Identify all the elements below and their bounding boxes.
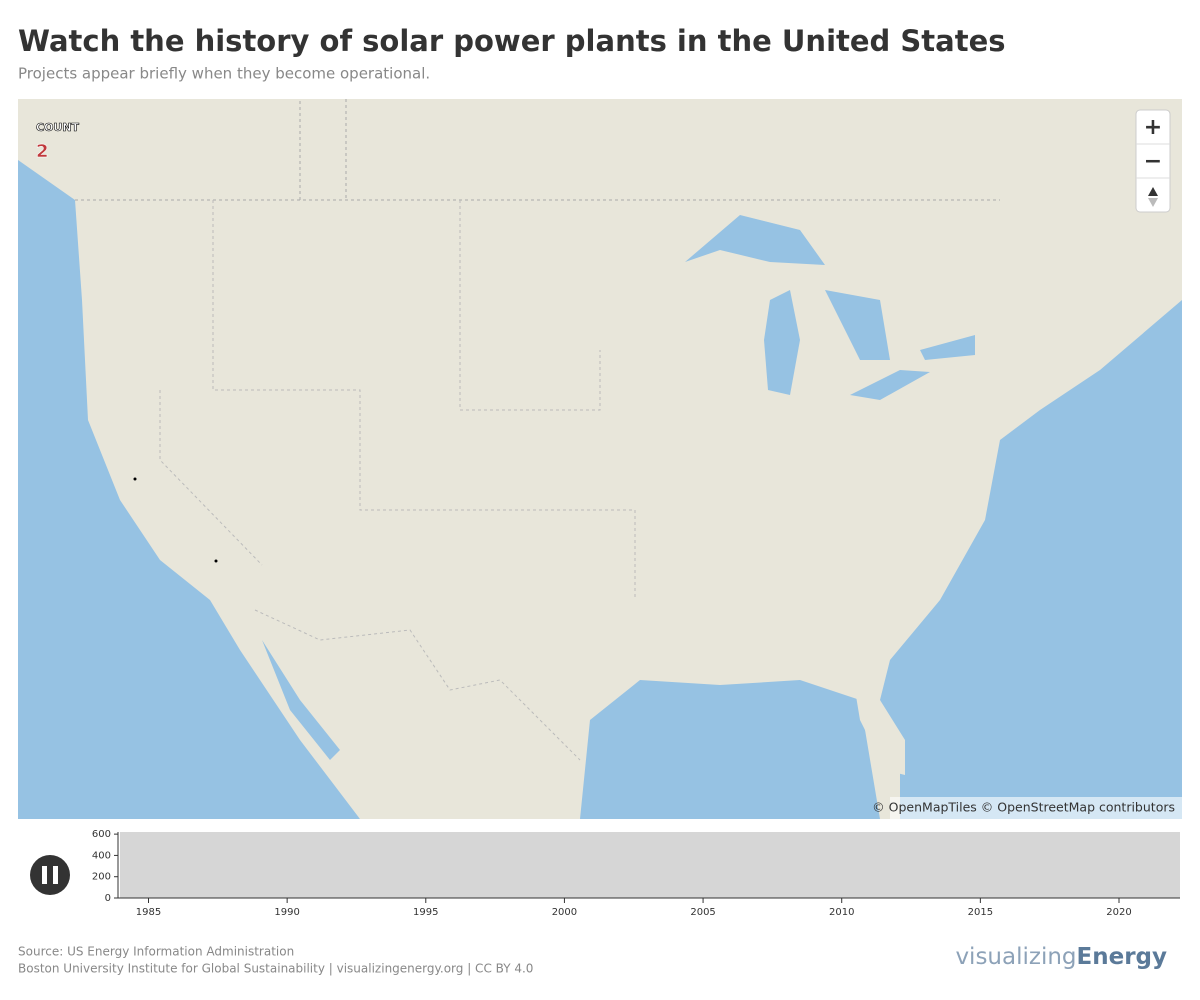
timeline: 0 200 400 600 1985 1990 1995 2000 2005 2010 2015 20… (30, 829, 1180, 918)
logo-light: visualizing (955, 944, 1076, 970)
logo-bold: Energy (1077, 944, 1167, 970)
plant (133, 477, 137, 481)
compass[interactable] (1148, 187, 1158, 196)
compass-south (1148, 198, 1158, 207)
count: 2 (36, 141, 49, 162)
lake-superior (685, 215, 825, 265)
zoom-in[interactable]: + (1144, 115, 1162, 140)
lake-michigan (764, 290, 800, 395)
gulf-of-mexico (580, 680, 880, 819)
lake-erie (850, 370, 930, 400)
lake-ontario (920, 335, 975, 360)
state-borders (159, 200, 636, 761)
credit: Boston University Institute for Global S… (18, 962, 533, 976)
zoom-control (1135, 109, 1171, 213)
baja (255, 635, 400, 819)
x-tick-label: 1995 (413, 907, 438, 918)
border (75, 99, 1000, 201)
logo: visualizingEnergy (955, 944, 1167, 970)
attribution-box (890, 797, 1182, 819)
y-tick-label: 600 (92, 829, 111, 840)
title: Watch the history of solar power plants … (18, 24, 1006, 58)
y-tick-label: 200 (92, 872, 111, 883)
atlantic (880, 300, 1182, 819)
y-tick-label: 0 (105, 893, 111, 904)
pause-bar (53, 866, 58, 884)
pacific (18, 160, 360, 819)
florida (855, 690, 905, 775)
map: COUNT 2 + − © OpenMapTiles © OpenStreetM… (18, 99, 1182, 819)
x-tick-label: 2015 (968, 907, 993, 918)
x-tick-label: 2010 (829, 907, 854, 918)
pause-button[interactable] (30, 855, 70, 895)
attribution: © OpenMapTiles © OpenStreetMap contribut… (872, 800, 1175, 815)
plant (214, 559, 218, 563)
subtitle: Projects appear briefly when they become… (18, 65, 430, 83)
x-tick-label: 1985 (136, 907, 161, 918)
x-tick-label: 1990 (274, 907, 299, 918)
x-tick-label: 2020 (1106, 907, 1131, 918)
x-tick-label: 2000 (552, 907, 577, 918)
count-label: COUNT (36, 121, 80, 134)
lake-huron (825, 290, 890, 360)
timeline-track (120, 832, 1180, 898)
x-tick-label: 2005 (690, 907, 715, 918)
pause-bar (42, 866, 47, 884)
zoom-out[interactable]: − (1144, 149, 1162, 174)
gulf-california (262, 640, 340, 760)
source: Source: US Energy Information Administra… (18, 945, 294, 959)
y-tick-label: 400 (92, 850, 111, 861)
